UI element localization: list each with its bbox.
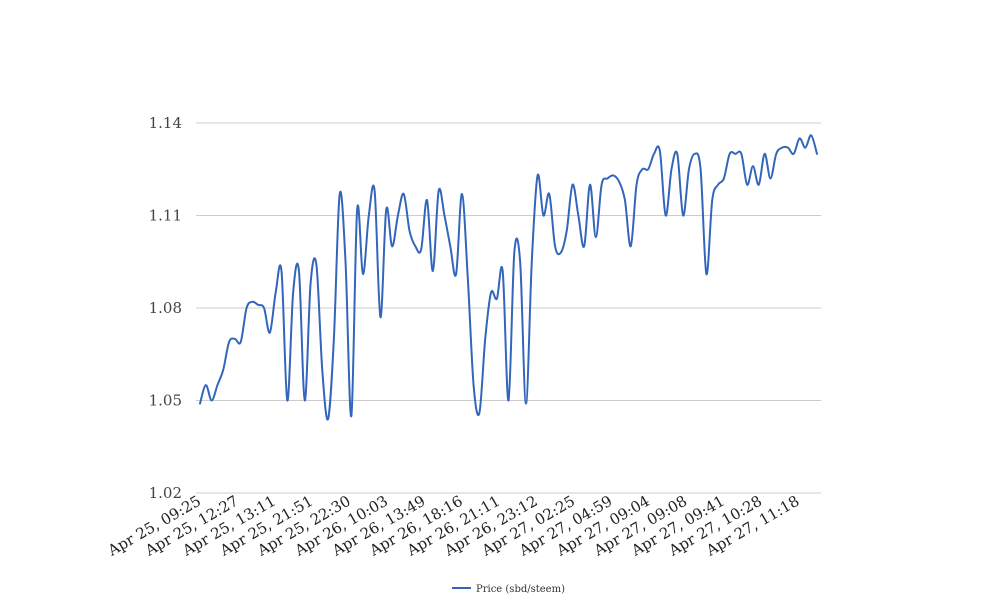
legend: Price (sbd/steem): [452, 584, 565, 595]
legend-label: Price (sbd/steem): [476, 584, 565, 595]
series-line-price: [199, 134, 818, 421]
y-tick-label: 1.02: [149, 484, 182, 502]
y-tick-label: 1.14: [149, 114, 182, 132]
y-tick-label: 1.08: [149, 299, 182, 317]
grid-layer: [196, 122, 821, 494]
y-axis-ticks: 1.02 1.05 1.08 1.11 1.14: [149, 114, 182, 502]
y-tick-label: 1.05: [149, 392, 182, 410]
y-tick-label: 1.11: [149, 207, 182, 225]
series-layer: [199, 134, 818, 421]
